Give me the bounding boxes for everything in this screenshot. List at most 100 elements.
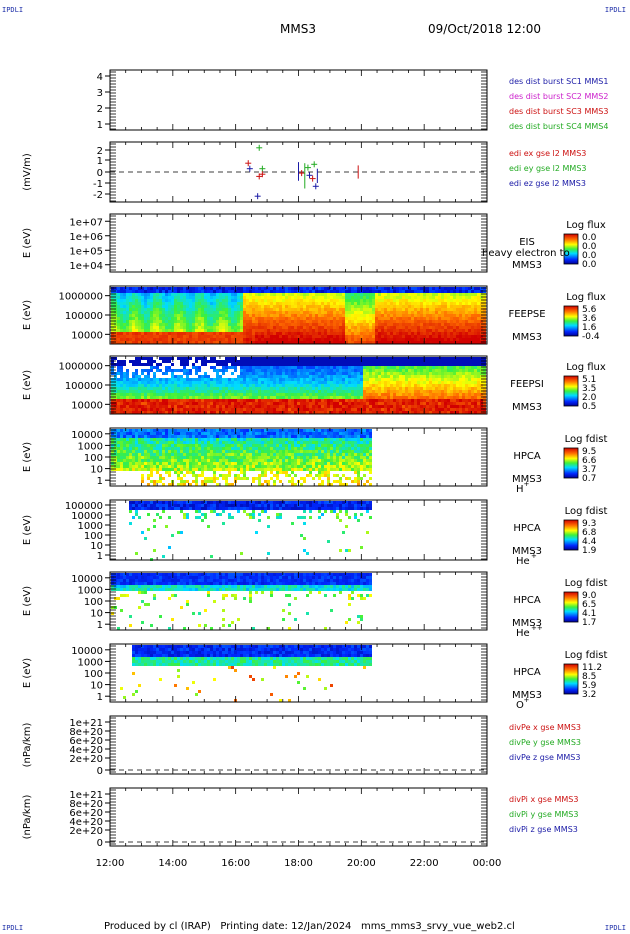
spectrogram-cell — [270, 387, 273, 390]
spectrogram-cell — [297, 387, 300, 390]
spectrogram-cell — [399, 387, 402, 390]
spectrogram-cell — [303, 323, 306, 326]
spectrogram-cell — [210, 314, 213, 317]
spectrogram-cell — [246, 302, 249, 305]
spectrogram-cell — [300, 329, 303, 332]
spectrogram-cell — [279, 302, 282, 305]
spectrogram-cell — [258, 341, 261, 344]
spectrogram-cell — [339, 314, 342, 317]
spectrogram-cell — [372, 357, 375, 360]
spectrogram-cell — [165, 399, 168, 402]
spectrogram-cell — [312, 314, 315, 317]
spectrogram-cell — [270, 402, 273, 405]
spectrogram-cell — [462, 326, 465, 329]
spectrogram-cell — [426, 338, 429, 341]
spectrogram-cell — [474, 293, 477, 296]
spectrogram-cell — [168, 302, 171, 305]
spectrogram-cell — [249, 411, 252, 414]
spectrogram-cell — [273, 375, 276, 378]
spectrogram-cell — [315, 363, 318, 366]
spectrogram-cell — [444, 405, 447, 408]
spectrogram-cell — [375, 326, 378, 329]
spectrogram-cell — [390, 393, 393, 396]
spectrogram-cell — [465, 290, 468, 293]
spectrogram-cell — [483, 305, 486, 308]
spectrogram-cell — [204, 323, 207, 326]
spectrogram-cell — [186, 402, 189, 405]
spectrogram-cell — [327, 317, 330, 320]
spectrogram-cell — [369, 311, 372, 314]
spectrogram-cell — [141, 390, 144, 393]
spectrogram-cell — [120, 290, 123, 293]
spectrogram-cell — [381, 332, 384, 335]
spectrogram-cell — [384, 314, 387, 317]
spectrogram-cell — [297, 369, 300, 372]
spectrogram-cell — [270, 323, 273, 326]
spectrogram-cell — [144, 384, 147, 387]
spectrogram-cell — [168, 408, 171, 411]
spectrogram-cell — [159, 338, 162, 341]
spectrogram-cell — [369, 323, 372, 326]
spectrogram-cell — [318, 378, 321, 381]
spectrogram-cell — [462, 317, 465, 320]
spectrogram-cell — [183, 332, 186, 335]
spectrogram-cell — [117, 390, 120, 393]
spectrogram-cell — [471, 338, 474, 341]
spectrogram-cell — [183, 372, 186, 375]
spectrogram-cell — [180, 378, 183, 381]
spectrogram-cell — [363, 299, 366, 302]
spectrogram-cell — [426, 360, 429, 363]
spectrogram-cell — [477, 314, 480, 317]
spectrogram-cell — [393, 387, 396, 390]
spectrogram-cell — [405, 320, 408, 323]
spectrogram-cell — [414, 390, 417, 393]
spectrogram-cell — [183, 360, 186, 363]
spectrogram-cell — [321, 311, 324, 314]
spectrogram-cell — [408, 405, 411, 408]
spectrogram-cell — [120, 384, 123, 387]
spectrogram-cell — [396, 326, 399, 329]
spectrogram-cell — [255, 320, 258, 323]
spectrogram-cell — [387, 332, 390, 335]
spectrogram-cell — [444, 387, 447, 390]
spectrogram-cell — [306, 393, 309, 396]
spectrogram-cell — [474, 326, 477, 329]
spectrogram-cell — [444, 381, 447, 384]
spectrogram-cell — [129, 384, 132, 387]
spectrogram-cell — [321, 290, 324, 293]
spectrogram-cell — [306, 338, 309, 341]
spectrogram-cell — [447, 305, 450, 308]
spectrogram-cell — [258, 299, 261, 302]
spectrogram-cell — [174, 332, 177, 335]
spectrogram-cell — [261, 396, 264, 399]
spectrogram-cell — [180, 363, 183, 366]
spectrogram-cell — [285, 411, 288, 414]
spectrogram-cell — [447, 290, 450, 293]
spectrogram-cell — [438, 308, 441, 311]
spectrogram-cell — [450, 357, 453, 360]
spectrogram-cell — [216, 369, 219, 372]
spectrogram-cell — [261, 323, 264, 326]
spectrogram-cell — [252, 302, 255, 305]
spectrogram-cell — [417, 408, 420, 411]
spectrogram-cell — [195, 369, 198, 372]
spectrogram-cell — [270, 393, 273, 396]
spectrogram-cell — [228, 332, 231, 335]
spectrogram-cell — [234, 317, 237, 320]
spectrogram-cell — [168, 402, 171, 405]
spectrogram-cell — [162, 338, 165, 341]
spectrogram-cell — [201, 357, 204, 360]
spectrogram-cell — [114, 393, 117, 396]
spectrogram-cell — [189, 299, 192, 302]
spectrogram-cell — [471, 296, 474, 299]
spectrogram-cell — [126, 408, 129, 411]
spectrogram-cell — [360, 308, 363, 311]
spectrogram-cell — [435, 366, 438, 369]
spectrogram-cell — [294, 396, 297, 399]
spectrogram-cell — [222, 287, 225, 290]
spectrogram-cell — [471, 320, 474, 323]
spectrogram-cell — [246, 393, 249, 396]
spectrogram-cell — [381, 363, 384, 366]
spectrogram-cell — [429, 329, 432, 332]
spectrogram-cell — [198, 402, 201, 405]
